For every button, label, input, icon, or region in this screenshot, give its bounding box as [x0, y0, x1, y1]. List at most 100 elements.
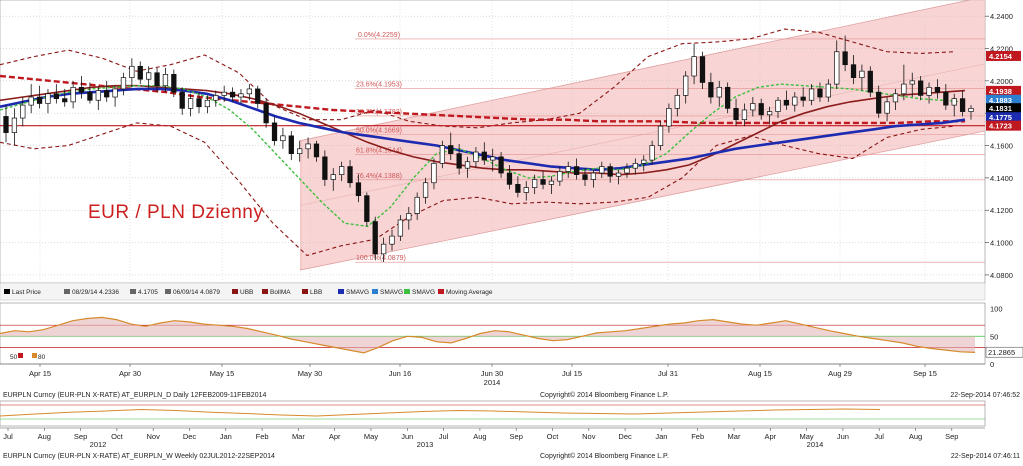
candle-body — [733, 107, 739, 121]
candle-body — [666, 107, 672, 127]
candle-body — [716, 86, 722, 98]
candle-body — [20, 104, 26, 119]
candle-body — [355, 182, 362, 197]
legend-label: BollMA — [270, 289, 291, 296]
oscillator-side-label: 50 — [10, 354, 18, 361]
candle-body — [506, 172, 513, 185]
candle-body — [339, 166, 345, 176]
candle-body — [918, 80, 924, 96]
candle-body — [481, 151, 487, 161]
candle-body — [808, 88, 815, 101]
candle-body — [498, 156, 504, 174]
daily-x-label: Aug 29 — [828, 369, 852, 378]
candle-body — [397, 219, 404, 237]
y-axis-tick-label: 4.2200 — [990, 45, 1013, 54]
candle-body — [792, 96, 798, 106]
price-tag-box — [986, 112, 1021, 123]
legend-label: 06/09/14 4.0879 — [173, 289, 220, 296]
candle-body — [892, 93, 899, 103]
legend-label: LBB — [310, 289, 322, 296]
trend-channel-upper — [299, 0, 972, 142]
candle-body — [406, 213, 412, 221]
weekly-x-label: Jul — [3, 432, 13, 441]
legend-label: SMAVG — [380, 289, 403, 296]
candle-body — [565, 166, 571, 172]
legend-swatch — [165, 289, 171, 294]
candle-body — [548, 180, 555, 185]
candle-body — [657, 125, 664, 146]
candle-body — [876, 91, 882, 114]
candle-body — [909, 80, 915, 85]
price-tag-label: 4.1831 — [989, 104, 1012, 113]
candle-body — [557, 171, 563, 182]
candle-body — [825, 83, 831, 98]
weekly-x-label: Sep — [74, 432, 87, 441]
candle-body — [271, 122, 278, 142]
daily-timestamp-label: 22-Sep-2014 07:46:52 — [950, 392, 1020, 399]
candle-body — [750, 103, 756, 111]
weekly-year-label: 2014 — [807, 440, 824, 449]
bollinger-upper — [0, 28, 956, 129]
weekly-x-label: Jun — [401, 432, 413, 441]
y-axis-tick-label: 4.2000 — [990, 77, 1013, 86]
weekly-x-label: Nov — [582, 432, 596, 441]
chart-title: EUR / PLN Dzienny — [88, 202, 264, 223]
oscillator-value-tag: 21.2865 — [988, 348, 1015, 357]
candle-body — [943, 91, 949, 106]
candle-body — [221, 91, 227, 96]
candle-body — [615, 172, 622, 177]
candle-body — [456, 153, 462, 169]
candle-body — [364, 195, 370, 222]
candle-body — [775, 99, 781, 112]
oscillator-y-tick-label: 0 — [990, 360, 994, 369]
price-tag-label: 4.1775 — [989, 113, 1012, 122]
weekly-x-label: Aug — [38, 432, 51, 441]
daily-x-label: Jun 16 — [389, 369, 412, 378]
candle-body — [288, 135, 294, 154]
candle-body — [422, 182, 429, 198]
sma-red-line — [0, 84, 966, 176]
candle-body — [313, 143, 320, 158]
candle-body — [448, 145, 454, 154]
candle-body — [431, 162, 437, 184]
legend-label: 08/29/14 4.2336 — [72, 289, 119, 296]
weekly-x-label: Feb — [691, 432, 704, 441]
candle-body — [129, 65, 135, 78]
legend-swatch — [338, 289, 344, 294]
weekly-x-label: Jan — [220, 432, 232, 441]
legend-swatch — [404, 289, 410, 294]
daily-x-label: Sep 15 — [913, 369, 937, 378]
legend-swatch — [262, 289, 268, 294]
oscillator-line — [0, 316, 976, 354]
candle-body — [926, 86, 932, 96]
legend-swatch — [130, 289, 136, 294]
legend-label: Moving Average — [446, 289, 493, 296]
candle-body — [36, 96, 43, 104]
candle-body — [632, 162, 638, 169]
daily-x-label: May 15 — [210, 369, 235, 378]
candle-body — [515, 184, 521, 193]
daily-copyright-label: Copyright© 2014 Bloomberg Finance L.P. — [540, 391, 669, 399]
oscillator-legend-swatch — [32, 353, 37, 358]
y-axis-tick-label: 4.1400 — [990, 174, 1013, 183]
legend-label: UBB — [240, 289, 253, 296]
candle-body — [649, 145, 655, 161]
legend-label: SMAVG — [346, 289, 369, 296]
candle-body — [766, 111, 773, 116]
candle-body — [699, 56, 706, 83]
oscillator-y-tick-label: 50 — [990, 332, 998, 341]
candle-body — [582, 174, 588, 180]
candle-body — [78, 86, 85, 93]
weekly-x-label: Mar — [292, 432, 305, 441]
candle-body — [842, 51, 848, 66]
weekly-x-label: Sep — [945, 432, 958, 441]
candle-body — [590, 172, 597, 180]
fib-level-label: 23.6%(4.1953) — [356, 81, 402, 88]
weekly-source-label: EURPLN Curncy (EUR-PLN X-RATE) AT_EURPLN… — [3, 453, 275, 460]
weekly-x-label: Aug — [473, 432, 486, 441]
y-axis-tick-label: 4.1200 — [990, 206, 1013, 215]
candle-body — [473, 151, 479, 163]
candle-body — [171, 74, 177, 93]
candle-body — [120, 77, 127, 90]
candle-body — [834, 51, 840, 85]
